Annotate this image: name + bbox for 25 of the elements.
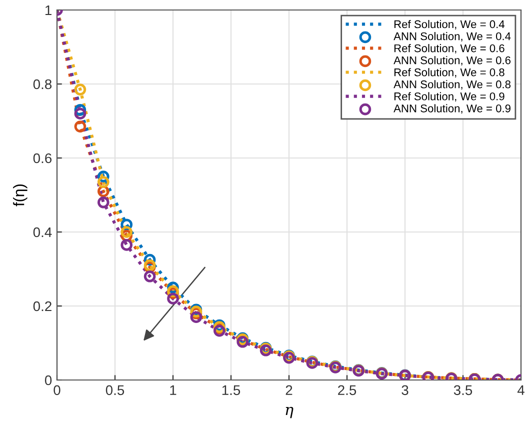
legend-label: Ref Solution, We = 0.6 <box>394 44 504 54</box>
x-tick-label: 3.5 <box>454 385 472 396</box>
x-tick-label: 0 <box>54 385 60 396</box>
legend-label: Ref Solution, We = 0.9 <box>394 92 504 102</box>
y-tick-label: 0.8 <box>33 79 52 90</box>
y-tick-label: 0.6 <box>33 153 52 164</box>
legend-label: Ref Solution, We = 0.8 <box>394 68 504 78</box>
x-tick-label: 2.5 <box>338 385 356 396</box>
legend-label: ANN Solution, We = 0.8 <box>394 80 511 90</box>
y-axis-title: f(η) <box>13 184 28 206</box>
y-tick-label: 0.4 <box>33 227 52 238</box>
legend-label: ANN Solution, We = 0.6 <box>394 56 511 66</box>
x-tick-label: 0.5 <box>106 385 124 396</box>
legend-label: Ref Solution, We = 0.4 <box>394 20 505 30</box>
legend-label: ANN Solution, We = 0.9 <box>394 104 510 114</box>
y-tick-label: 1 <box>45 5 52 16</box>
x-tick-label: 1 <box>170 385 176 395</box>
y-tick-label: 0 <box>44 375 52 386</box>
y-tick-label: 0.2 <box>33 301 52 312</box>
x-axis-title: η <box>286 406 294 418</box>
legend-label: ANN Solution, We = 0.4 <box>394 32 511 42</box>
x-tick-label: 2 <box>286 385 292 395</box>
x-tick-label: 1.5 <box>222 385 240 396</box>
x-tick-label: 3 <box>402 385 408 396</box>
x-tick-label: 4 <box>517 385 524 395</box>
